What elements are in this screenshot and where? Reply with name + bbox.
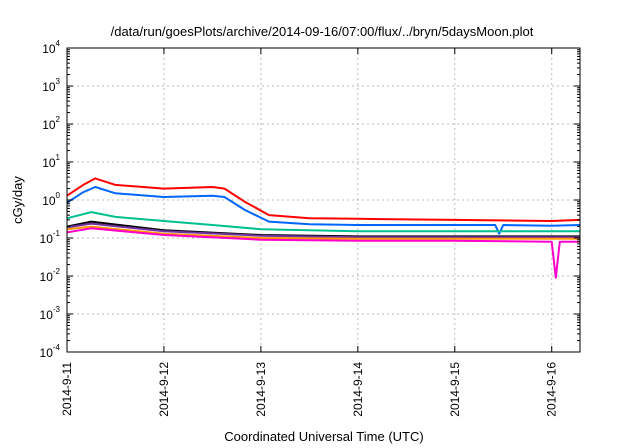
- series-line-5: [66, 222, 580, 239]
- series-line-3: [66, 211, 580, 233]
- y-tick-label: 10-1: [40, 229, 61, 246]
- x-tick-label: 2014-9-15: [448, 362, 462, 417]
- grid: [67, 48, 580, 352]
- y-tick-label: 101: [42, 153, 60, 170]
- x-axis: 2014-9-11 2014-9-12 2014-9-13 2014-9-14 2014…: [60, 48, 559, 417]
- x-tick-label: 2014-9-14: [351, 362, 365, 417]
- x-tick-label: 2014-9-16: [545, 362, 559, 417]
- series-line-1: [66, 177, 581, 222]
- y-axis-label: cGy/day: [10, 176, 25, 224]
- x-tick-label: 2014-9-11: [60, 362, 74, 416]
- y-tick-label: 10-4: [40, 343, 61, 360]
- series-line-7: [66, 227, 580, 279]
- y-tick-label: 102: [42, 115, 60, 132]
- y-axis: 10-4 10-3 10-2 10-1 100 101 102 103 104: [40, 39, 580, 360]
- y-tick-label: 10-2: [40, 267, 61, 284]
- chart-title: /data/run/goesPlots/archive/2014-09-16/0…: [111, 24, 534, 39]
- x-axis-label: Coordinated Universal Time (UTC): [224, 429, 423, 444]
- y-tick-label: 10-3: [40, 305, 61, 322]
- y-tick-label: 100: [42, 191, 60, 208]
- series-layer: [66, 177, 581, 279]
- y-tick-label: 104: [42, 39, 60, 56]
- series-line-2: [66, 186, 581, 235]
- y-tick-label: 103: [42, 77, 60, 94]
- x-tick-label: 2014-9-12: [157, 362, 171, 417]
- series-line-6: [66, 225, 580, 240]
- x-tick-label: 2014-9-13: [254, 362, 268, 417]
